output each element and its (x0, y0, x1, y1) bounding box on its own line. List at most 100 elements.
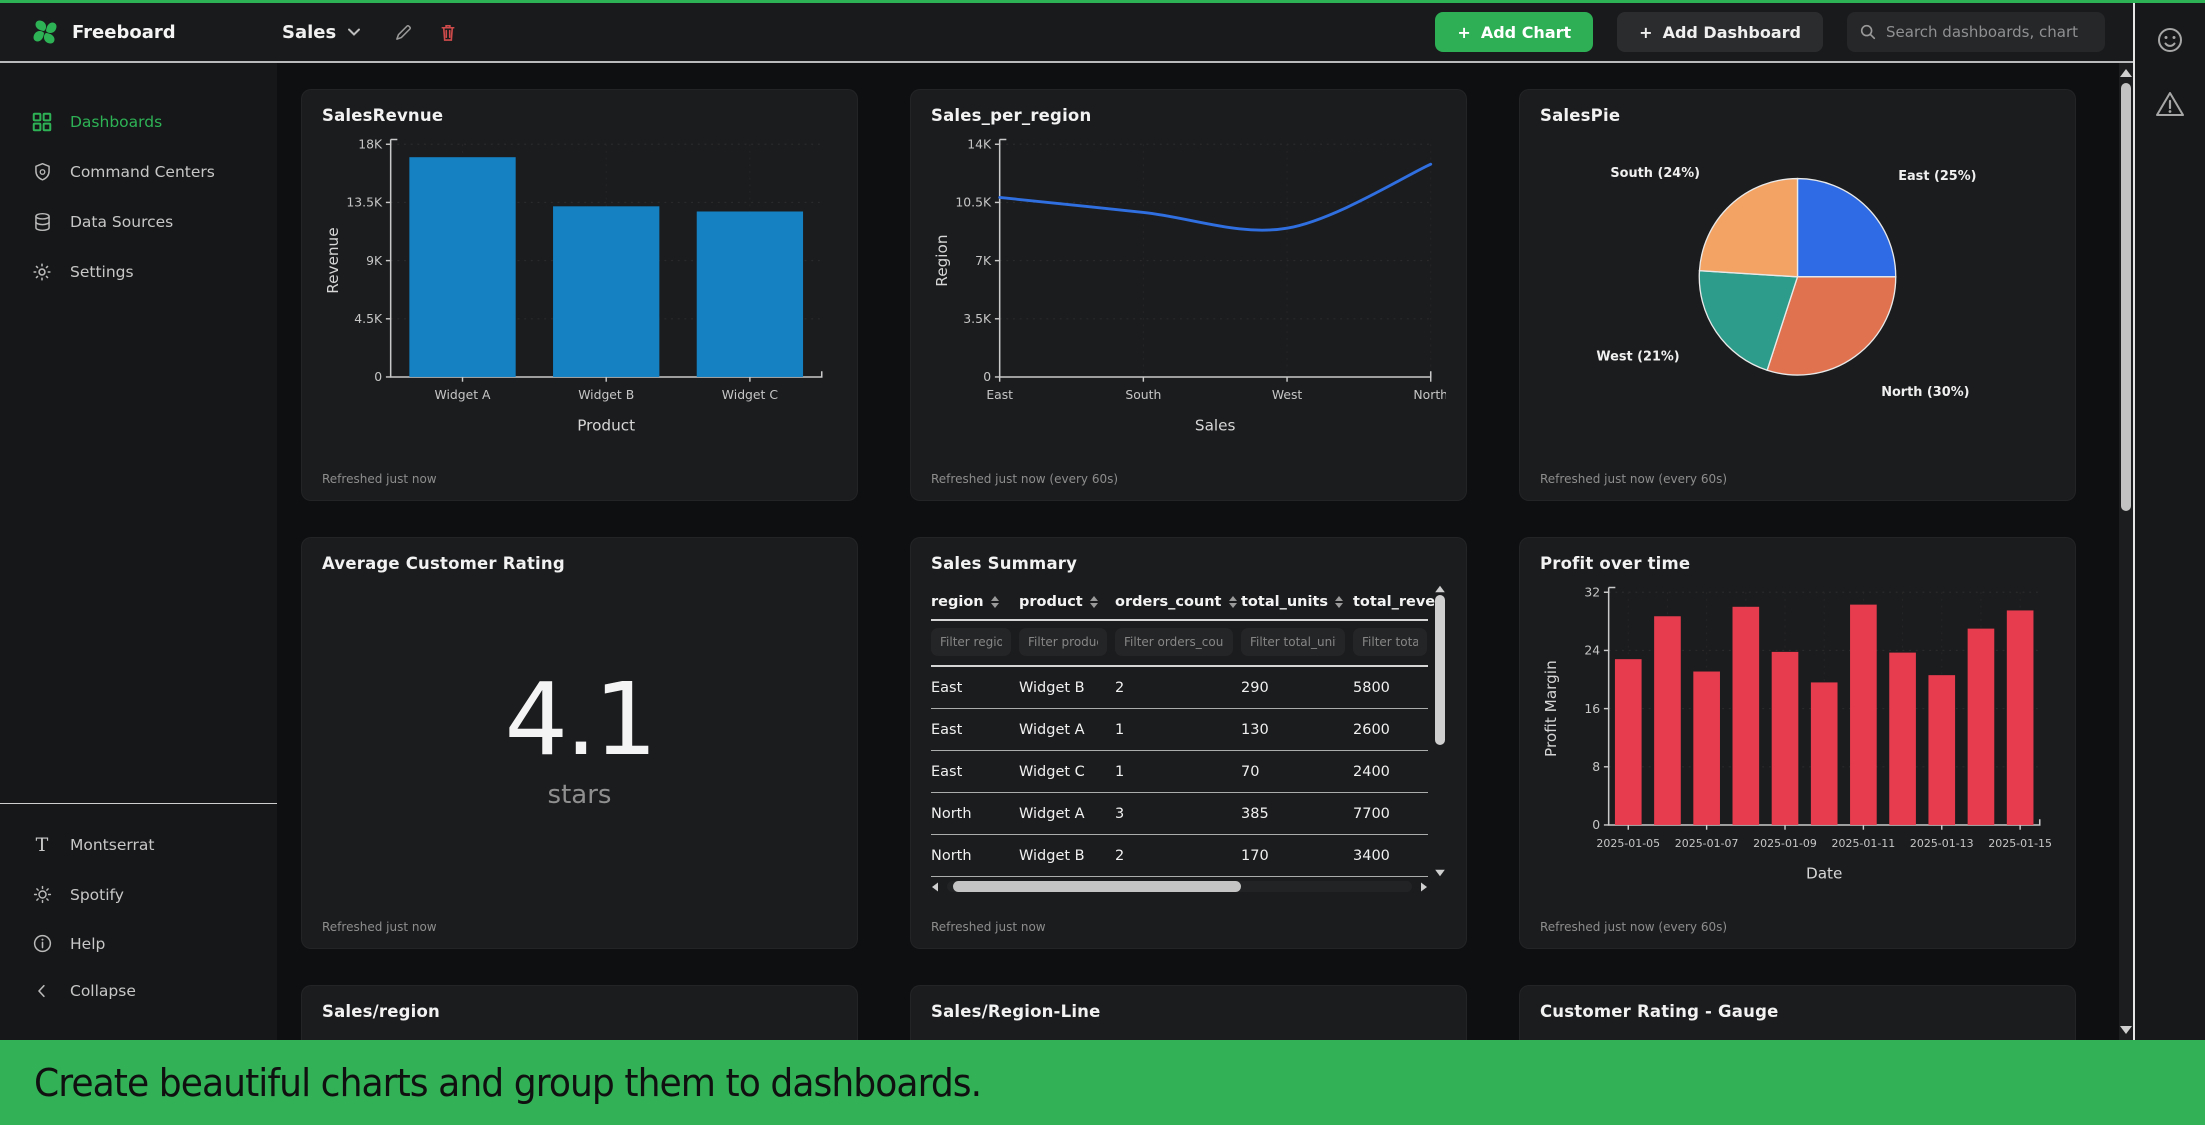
sidebar-item-command-centers[interactable]: Command Centers (0, 147, 277, 197)
svg-text:2025-01-05: 2025-01-05 (1596, 837, 1660, 850)
filter-cell (1353, 628, 1435, 656)
widget-title: Sales_per_region (931, 106, 1092, 125)
column-header-total_revenue[interactable]: total_revenue (1353, 585, 1435, 619)
table-cell: Widget C (1019, 763, 1085, 780)
table-row[interactable]: East Widget A 1 130 2600 (931, 709, 1428, 750)
top-bar: Freeboard Sales (0, 3, 2133, 63)
right-icon-strip (2135, 3, 2205, 1040)
table-row[interactable]: North Widget A 3 385 7700 (931, 793, 1428, 834)
column-header-product[interactable]: product (1019, 585, 1115, 619)
widget-average-customer-rating[interactable]: Average Customer Rating 4.1 stars Refres… (301, 537, 858, 949)
filter-input-region[interactable] (931, 628, 1011, 656)
sidebar-item-label: Help (70, 934, 106, 953)
filter-input-orders_count[interactable] (1115, 628, 1233, 656)
table-cell: 1 (1115, 763, 1125, 780)
add-chart-button[interactable]: + Add Chart (1435, 12, 1594, 52)
widget-sales-revenue[interactable]: SalesRevnue 0 4.5K 9K 13.5K 18K Product Revenu… (301, 89, 858, 501)
sort-icon[interactable] (1089, 596, 1098, 608)
table-cell: 170 (1241, 847, 1269, 864)
scroll-right-arrow[interactable] (1421, 882, 1427, 891)
main-scrollbar-thumb[interactable] (2121, 83, 2131, 511)
sidebar-item-settings[interactable]: Settings (0, 247, 277, 297)
sidebar-item-help[interactable]: Help (0, 919, 277, 968)
sidebar-item-font-montserrat[interactable]: T Montserrat (0, 820, 277, 870)
widget-profit-over-time[interactable]: Profit over time 0 8 16 24 32 Date Profit Marg… (1519, 537, 2076, 949)
warning-icon[interactable] (2154, 89, 2186, 119)
bar-chart-profit-over-time: 0 8 16 24 32 Date Profit Margin 2025-01-05 2025-… (1540, 577, 2055, 920)
table-cell: Widget A (1019, 721, 1085, 738)
svg-text:0: 0 (1592, 817, 1600, 832)
svg-text:24: 24 (1584, 643, 1600, 658)
delete-dashboard-button[interactable] (433, 17, 463, 48)
filter-cell (1115, 628, 1241, 656)
pie-chart-sales: East (25%) North (30%) West (21%) South (24… (1540, 129, 2055, 472)
sort-icon[interactable] (1228, 596, 1237, 608)
widget-sales-region[interactable]: Sales/region (301, 985, 858, 1040)
sidebar-item-theme-spotify[interactable]: Spotify (0, 870, 277, 919)
column-header-label: total_units (1241, 594, 1329, 610)
refresh-status: Refreshed just now (every 60s) (1540, 472, 1728, 486)
table-filter-row (931, 621, 1428, 665)
scroll-down-arrow[interactable] (2120, 1026, 2132, 1034)
table-cell: 2 (1115, 679, 1125, 696)
filter-cell (931, 628, 1019, 656)
search-box[interactable] (1847, 12, 2105, 52)
sort-icon[interactable] (1335, 596, 1344, 608)
column-header-label: orders_count (1115, 594, 1222, 610)
widget-title: Customer Rating - Gauge (1540, 1002, 1779, 1021)
search-input[interactable] (1886, 23, 2093, 41)
edit-dashboard-button[interactable] (388, 17, 419, 48)
filter-input-total_revenue[interactable] (1353, 628, 1427, 656)
table-hscroll-thumb[interactable] (953, 881, 1242, 892)
scroll-left-arrow[interactable] (932, 882, 938, 891)
table-cell: East (931, 679, 963, 696)
current-dashboard-name: Sales (282, 21, 337, 43)
svg-text:Profit Margin: Profit Margin (1542, 660, 1560, 757)
widget-customer-rating-gauge[interactable]: Customer Rating - Gauge (1519, 985, 2076, 1040)
filter-input-total_units[interactable] (1241, 628, 1345, 656)
sort-icon[interactable] (990, 596, 999, 608)
table-cell: 7700 (1353, 805, 1390, 822)
font-icon: T (35, 834, 49, 856)
bar-chart-sales-revenue: 0 4.5K 9K 13.5K 18K Product Revenue Widget A Wid… (322, 129, 837, 472)
refresh-status: Refreshed just now (322, 920, 437, 934)
dashboard-selector[interactable]: Sales (282, 22, 362, 43)
shield-icon (30, 161, 54, 183)
widget-sales-region-line[interactable]: Sales/Region-Line 6K (910, 985, 1467, 1040)
table-row[interactable]: East Widget C 1 70 2400 (931, 751, 1428, 792)
rating-value: 4.1 (504, 660, 657, 778)
widget-title: SalesRevnue (322, 106, 444, 125)
table-cell: 5800 (1353, 679, 1390, 696)
scroll-up-arrow[interactable] (1435, 585, 1445, 593)
svg-text:South: South (1125, 387, 1161, 402)
table-header-row: region product orders_count total_units tota… (931, 585, 1435, 619)
widget-sales-per-region[interactable]: Sales_per_region East South West North 0 3.5K… (910, 89, 1467, 501)
table-row[interactable]: East Widget B 2 290 5800 (931, 667, 1428, 708)
refresh-status: Refreshed just now (every 60s) (931, 472, 1119, 486)
widget-sales-summary[interactable]: Sales Summary region product orders_count t… (910, 537, 1467, 949)
add-dashboard-button[interactable]: + Add Dashboard (1617, 12, 1823, 52)
table-vertical-scrollbar[interactable] (1434, 585, 1446, 877)
filter-input-product[interactable] (1019, 628, 1107, 656)
column-header-region[interactable]: region (931, 585, 1019, 619)
table-cell: Widget B (1019, 679, 1085, 696)
table-vscroll-thumb[interactable] (1435, 595, 1445, 745)
svg-text:7K: 7K (975, 253, 992, 268)
sidebar-item-dashboards[interactable]: Dashboards (0, 97, 277, 147)
widget-sales-pie[interactable]: SalesPie East (25%) North (30%) West (21%)… (1519, 89, 2076, 501)
sidebar-item-data-sources[interactable]: Data Sources (0, 197, 277, 247)
scroll-down-arrow[interactable] (1435, 869, 1445, 877)
svg-text:2025-01-07: 2025-01-07 (1675, 837, 1739, 850)
svg-text:North: North (1413, 387, 1446, 402)
sidebar-collapse-button[interactable]: Collapse (0, 968, 277, 1014)
table-row[interactable]: North Widget B 2 170 3400 (931, 835, 1428, 876)
column-header-orders_count[interactable]: orders_count (1115, 585, 1241, 619)
scroll-up-arrow[interactable] (2120, 69, 2132, 77)
widget-title: Average Customer Rating (322, 554, 565, 573)
feedback-smiley-icon[interactable] (2155, 25, 2185, 55)
svg-text:Widget C: Widget C (722, 387, 778, 402)
main-scrollbar[interactable] (2119, 63, 2133, 1040)
table-horizontal-scrollbar[interactable] (931, 880, 1428, 893)
column-header-total_units[interactable]: total_units (1241, 585, 1353, 619)
